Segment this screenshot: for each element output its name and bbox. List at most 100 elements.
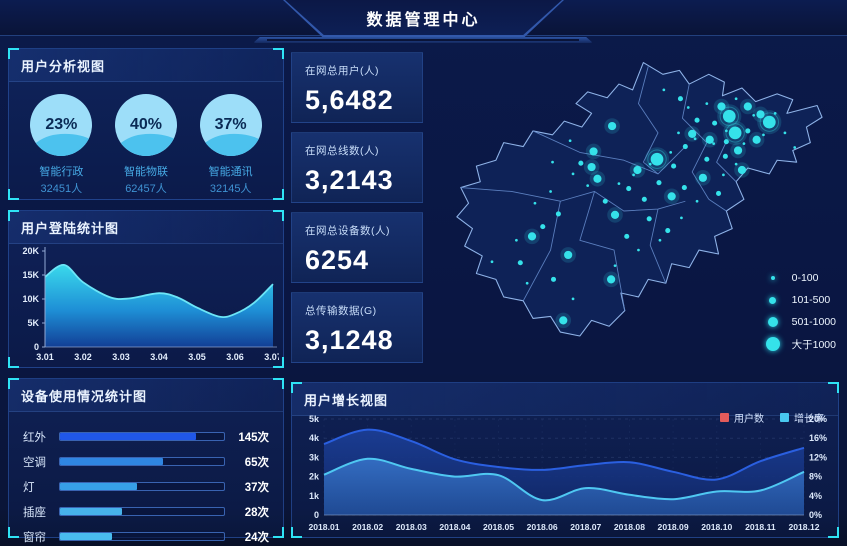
percentage-circle: 40% [114,94,177,156]
map-bubble [756,110,765,119]
stat-card-value: 6254 [305,245,370,275]
map-legend-row: 大于1000 [764,333,836,355]
map-bubble [688,129,697,138]
map-region-border [532,130,686,175]
circle-user-count: 62457人 [125,183,167,195]
map-bubble [607,121,617,131]
device-name-label: 空调 [23,456,46,469]
map-legend-row: 501-1000 [764,311,836,333]
map-region-border [708,198,727,212]
map-region-border [716,141,737,183]
map-bubble [632,173,635,177]
y-tick-label: 20K [22,246,39,256]
map-legend-label: 101-500 [791,294,831,306]
map-bubble-ring [719,106,739,126]
map-bubble [593,174,602,183]
map-region-border [643,161,659,175]
map-bubble [517,260,523,266]
map-bubble [571,172,575,176]
x-tick-label: 2018.07 [570,522,601,532]
map-bubble [665,227,671,234]
map-bubble [669,151,673,154]
map-region-border [460,187,686,212]
device-bar-track [59,507,225,516]
map-bubble [712,142,716,145]
login-line [44,263,274,318]
growth-line-1 [323,457,805,502]
legend-label: 增长率 [794,414,824,425]
map-bubble [641,196,647,202]
corner-decoration [273,189,284,200]
header-bar: 数据管理中心 [0,0,847,37]
map-bubble [717,102,726,111]
login-area-chart: 0 5K 10K 15K 20K 3.01 3.02 3.03 3.04 3.05 3.06 3.07 [15,241,279,365]
legend-item: 用户数 [720,410,764,425]
map-bubble [656,180,662,186]
x-tick-label: 2018.03 [396,522,427,532]
y-right-tick-label: 12% [809,452,827,462]
panel-user-growth: 用户增长视图 用户数 增长率 0 1k 2k 3k 4k 5k 0% 4% 8% 12% 16% 20%… [291,382,839,538]
map-legend-dot-box [764,317,782,327]
map-bubble [525,281,529,285]
map-bubble [752,135,761,144]
map-bubble [722,153,728,159]
corner-decoration [291,382,302,393]
y-left-tick-label: 5k [309,414,320,424]
corner-decoration [8,189,19,200]
region-bubble-map: 0-100 101-500 501-1000 大于1000 [432,45,842,377]
map-bubble [515,238,518,242]
map-bubble [694,117,700,123]
stat-card-label: 在网总线数(人) [305,145,379,157]
map-bubble [734,97,738,101]
corner-decoration [8,378,19,389]
x-tick-label: 2018.04 [439,522,470,532]
map-bubble [734,162,738,166]
map-bubble [533,201,537,205]
device-bar-fill [60,433,197,440]
y-left-tick-label: 1k [309,491,320,501]
map-bubble [783,131,787,135]
x-tick-label: 2018.01 [308,522,339,532]
panel-login-stats: 用户登陆统计图 0 5K 10K 15K 20K 3.01 3.02 3.03 3.04 3.05… [8,210,284,368]
device-usage-value: 145次 [238,431,269,444]
login-area-fill [45,264,273,347]
device-bar-fill [60,533,113,540]
map-bubble [626,186,632,192]
map-legend-row: 101-500 [764,289,836,311]
x-tick-label: 2018.06 [527,522,558,532]
stat-cards-column: 在网总用户(人) 5,6482 在网总线数(人) 3,2143 在网总设备数(人) 625… [291,52,423,372]
map-bubble [724,129,728,133]
map-bubble [587,162,596,172]
map-bubble [723,139,729,145]
map-bubble [677,96,683,102]
page-title: 数据管理中心 [366,11,481,29]
x-tick-label: 3.06 [226,352,244,362]
stat-card-value: 3,2143 [305,165,394,195]
y-tick-label: 10K [22,294,39,304]
map-bubble [712,120,718,126]
map-bubble [540,224,546,230]
map-bubble [607,275,616,284]
map-legend-label: 大于1000 [791,338,836,351]
map-bubble [722,109,736,123]
map-bubble [745,128,751,134]
x-tick-label: 3.01 [36,352,54,362]
circle-category-label: 智能行政 [39,166,84,178]
device-bar-track [59,432,225,441]
map-bubble [681,185,687,191]
map-bubble [637,248,640,252]
x-tick-label: 2018.08 [614,522,645,532]
x-tick-label: 3.07 [264,352,279,362]
map-bubble [550,276,557,282]
map-bubble [624,233,630,239]
map-bubble [671,163,677,169]
panel-title-device-usage: 设备使用情况统计图 [9,379,283,412]
corner-decoration [8,48,19,59]
stat-card: 在网总用户(人) 5,6482 [291,52,423,123]
user-analysis-circles: 23% 智能行政 32451人 40% 智能物联 62457人 37% 智能通讯 32145人 [9,82,283,196]
map-bubble-ring [725,123,745,143]
map-bubble [680,216,683,220]
map-bubble [658,238,662,242]
map-legend-dot-box [764,296,782,304]
map-bubble-ring [647,149,667,169]
